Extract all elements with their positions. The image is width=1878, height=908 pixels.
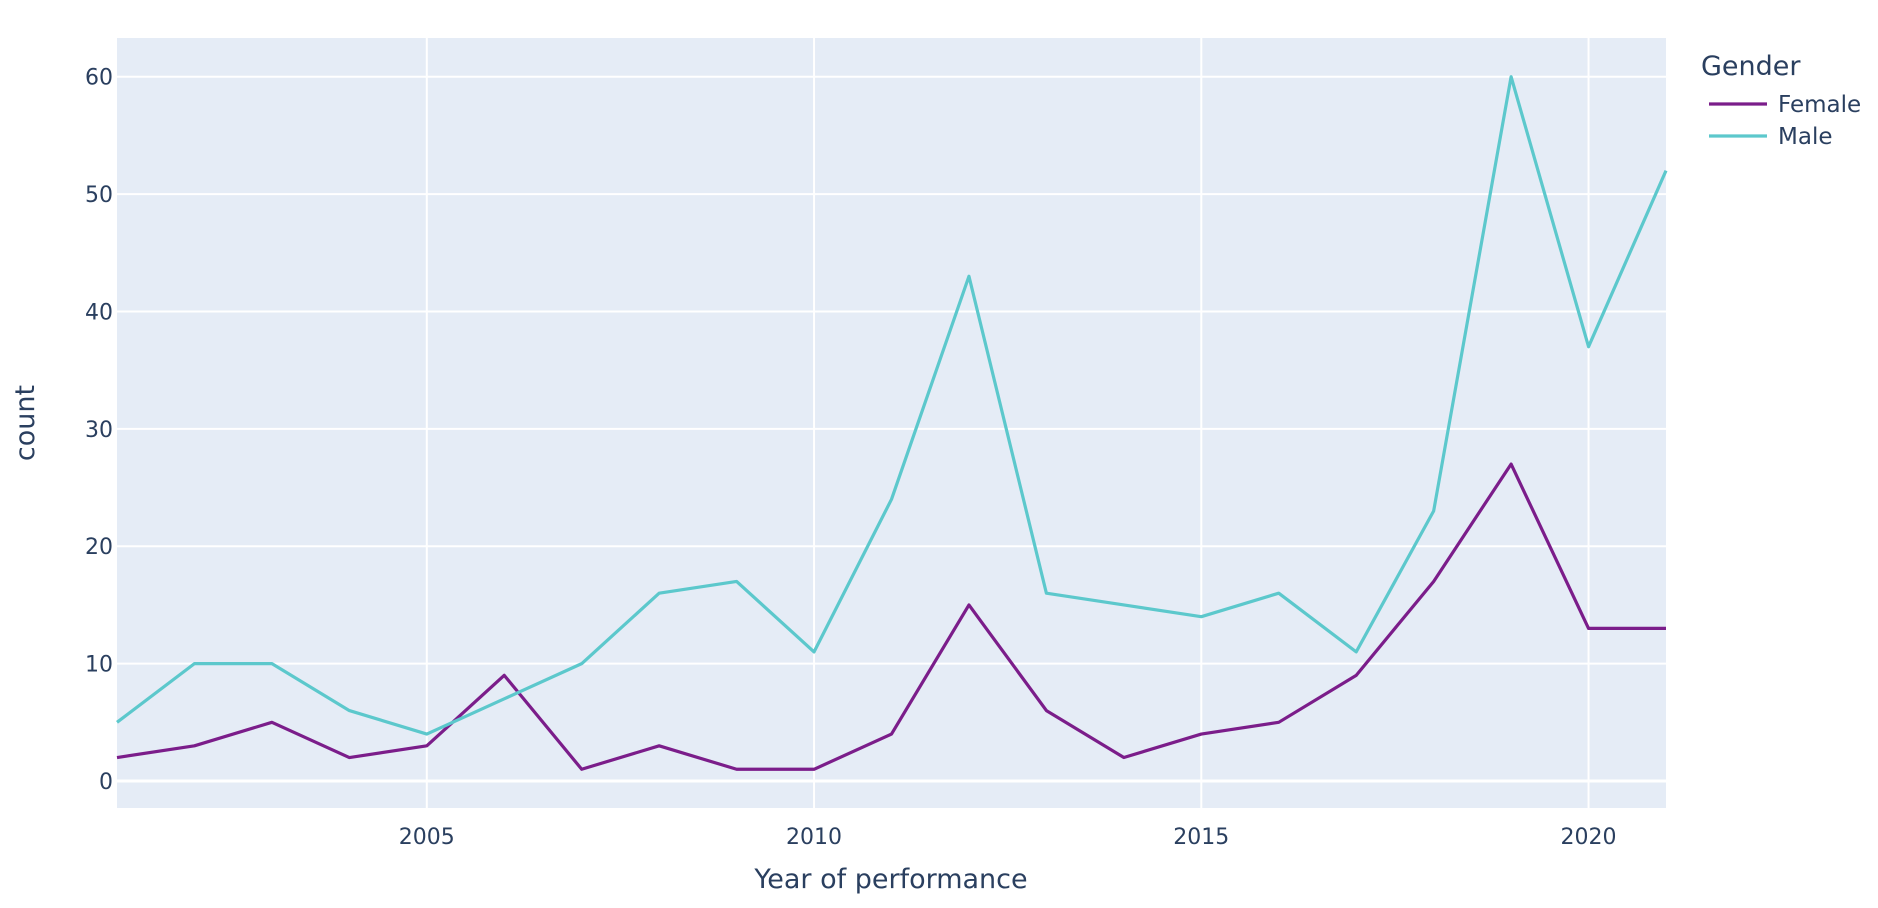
x-tick-labels: 2005 2010 2015 2020 xyxy=(399,825,1617,850)
x-tick-label: 2020 xyxy=(1561,825,1617,850)
y-tick-label: 10 xyxy=(85,653,113,678)
y-gridlines xyxy=(117,75,1666,783)
y-tick-label: 50 xyxy=(85,183,113,208)
legend-label: Male xyxy=(1778,124,1832,150)
legend: Gender Female Male xyxy=(1701,51,1861,150)
x-tick-label: 2015 xyxy=(1173,825,1229,850)
series-lines xyxy=(116,75,1668,771)
legend-title: Gender xyxy=(1701,51,1801,82)
x-gridlines xyxy=(425,38,1590,808)
y-tick-label: 40 xyxy=(85,300,113,325)
legend-item-male[interactable]: Male xyxy=(1709,124,1832,150)
y-tick-label: 0 xyxy=(99,770,113,795)
legend-item-female[interactable]: Female xyxy=(1709,92,1861,118)
legend-label: Female xyxy=(1778,92,1861,118)
y-axis-title: count xyxy=(10,385,41,461)
x-tick-label: 2010 xyxy=(786,825,842,850)
x-tick-label: 2005 xyxy=(399,825,455,850)
y-tick-label: 30 xyxy=(85,418,113,443)
legend-items: Female Male xyxy=(1709,92,1861,150)
y-tick-labels: 0 10 20 30 40 50 60 xyxy=(85,66,113,795)
y-tick-label: 20 xyxy=(85,535,113,560)
x-axis-title: Year of performance xyxy=(753,864,1027,895)
plot-background xyxy=(117,38,1666,808)
y-tick-label: 60 xyxy=(85,66,113,91)
